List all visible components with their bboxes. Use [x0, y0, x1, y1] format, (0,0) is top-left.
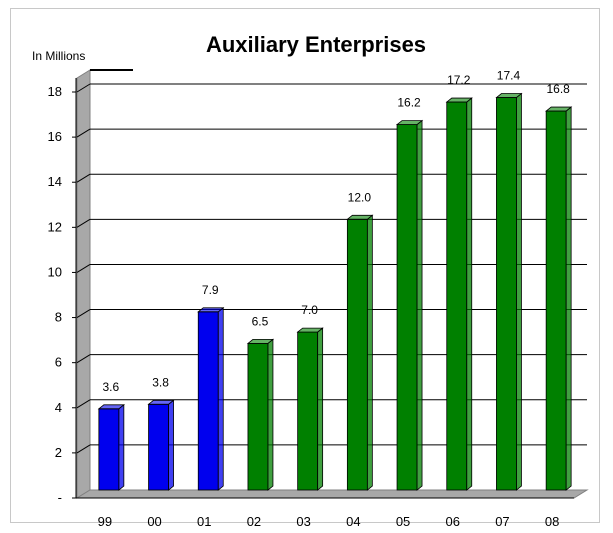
bars — [97, 92, 573, 491]
bar-top — [395, 120, 424, 125]
y-tick-label: 16 — [48, 129, 62, 144]
bar-front — [396, 124, 418, 491]
gridline-diagonal — [76, 354, 91, 364]
bar — [445, 97, 473, 491]
y-tick-label: 6 — [55, 355, 62, 370]
bar — [395, 119, 424, 491]
bar-side — [466, 97, 473, 491]
bar-side — [366, 214, 373, 491]
chart-title: Auxiliary Enterprises — [206, 32, 426, 57]
bar-front — [247, 342, 269, 491]
axes — [75, 69, 589, 499]
bar-top — [495, 93, 523, 98]
y-tick-label: 14 — [48, 174, 62, 189]
y-tick-label: 2 — [55, 445, 62, 460]
bar-top — [246, 338, 275, 344]
data-label: 17.4 — [497, 69, 521, 83]
bar — [296, 327, 324, 491]
data-label: 7.0 — [301, 303, 318, 317]
y-tick-label: 8 — [55, 310, 62, 325]
bar-top — [445, 97, 473, 103]
x-tick-label: 03 — [296, 514, 310, 529]
data-label: 16.8 — [546, 82, 570, 96]
x-tick-label: 99 — [98, 514, 112, 529]
bar-front — [496, 97, 517, 491]
bar-side — [168, 399, 174, 491]
y-tick-label: 12 — [48, 219, 62, 234]
y-tick-label: 4 — [55, 400, 62, 415]
x-tick-label: 04 — [346, 514, 360, 529]
bar-front — [446, 101, 468, 491]
bar-side — [217, 306, 224, 491]
gridline-diagonal — [76, 218, 91, 228]
data-label: 3.8 — [152, 375, 169, 389]
x-tick-label: 07 — [495, 514, 509, 529]
gridline-diagonal — [76, 399, 91, 409]
bar — [545, 106, 573, 491]
gridline-diagonal — [76, 173, 91, 183]
bar-top — [97, 404, 125, 410]
y-unit-label: In Millions — [32, 49, 85, 63]
bar-side — [118, 403, 125, 491]
bar — [495, 92, 523, 491]
gridline-diagonal — [76, 128, 91, 138]
gridline-diagonal — [76, 444, 91, 454]
bar — [246, 338, 275, 491]
bar-top — [147, 399, 175, 405]
gridline-diagonal — [76, 309, 91, 318]
bar — [97, 403, 125, 491]
y-tick-label: 10 — [48, 264, 62, 279]
bar-front — [197, 311, 219, 491]
y-axis-wall — [76, 69, 91, 499]
x-tick-label: 02 — [247, 514, 261, 529]
data-label: 6.5 — [252, 314, 269, 328]
data-label: 16.2 — [397, 96, 421, 110]
bar — [346, 214, 374, 491]
bar-side — [516, 92, 522, 491]
data-label: 3.6 — [103, 380, 120, 394]
bar — [147, 399, 175, 491]
bar-front — [148, 403, 169, 491]
floor — [75, 489, 589, 499]
bar-side — [565, 106, 572, 491]
bar-front — [346, 218, 368, 491]
x-tick-labels: 99 00 01 02 03 04 05 06 07 08 — [98, 514, 560, 529]
y-tick-labels: - 2 4 6 8 10 12 14 16 18 — [48, 84, 62, 505]
bar-side — [267, 338, 274, 491]
x-tick-label: 05 — [396, 514, 410, 529]
x-tick-label: 08 — [545, 514, 559, 529]
bar-top — [296, 327, 324, 333]
chart-frame — [10, 8, 600, 523]
bar-side — [416, 119, 423, 491]
bar-top — [545, 106, 573, 112]
data-label: 17.2 — [447, 73, 471, 87]
data-labels: 3.6 3.8 7.9 6.5 7.0 12.0 16.2 17.2 17.4 16.8 — [103, 69, 571, 394]
bar-side — [317, 327, 324, 491]
data-label: 12.0 — [348, 190, 372, 204]
bar-front — [98, 408, 120, 491]
x-tick-label: 06 — [446, 514, 460, 529]
bar-top — [346, 214, 374, 220]
gridline-diagonal — [76, 264, 91, 273]
bar-top — [197, 307, 225, 313]
bar-front — [545, 110, 567, 491]
bar — [197, 306, 225, 491]
y-tick-label: 18 — [48, 84, 62, 99]
x-tick-label: 01 — [197, 514, 211, 529]
bar-front — [297, 331, 319, 491]
data-label: 7.9 — [202, 283, 219, 297]
gridline-diagonal — [76, 83, 91, 93]
x-tick-label: 00 — [147, 514, 161, 529]
y-tick-label: - — [58, 490, 62, 505]
